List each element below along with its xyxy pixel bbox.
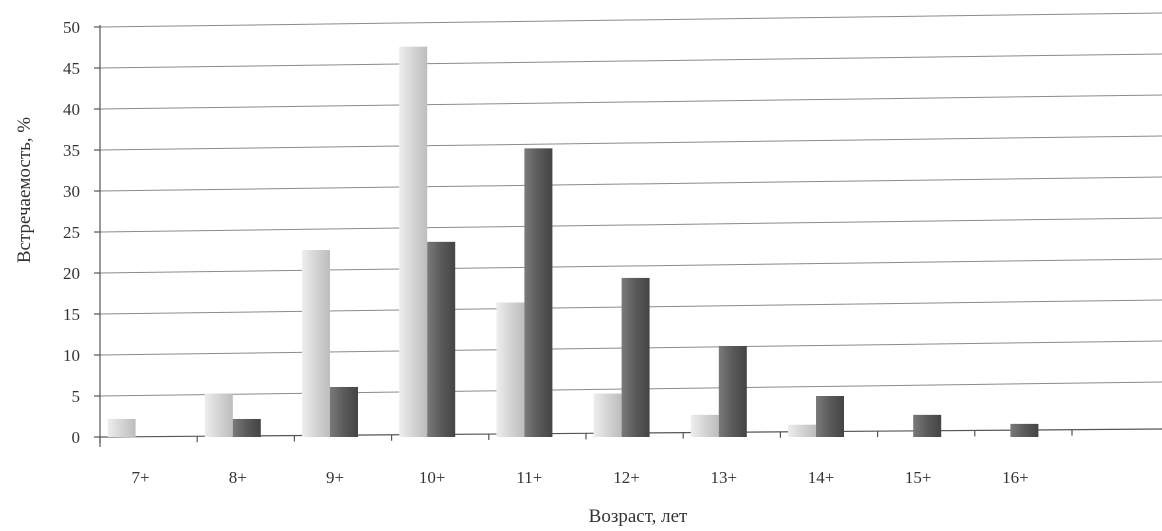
- bar-series-2-8+: [232, 418, 261, 437]
- x-tick-label: 13+: [711, 468, 738, 487]
- y-tick-label: 35: [63, 141, 80, 160]
- bar-series-2-15+: [913, 414, 942, 437]
- gridline: [99, 12, 1162, 28]
- y-tick-label: 50: [63, 18, 80, 37]
- gridline: [99, 135, 1162, 151]
- gridline: [99, 258, 1162, 274]
- bars: [107, 46, 1039, 438]
- bar-series-2-9+: [330, 386, 358, 437]
- x-tick-label: 14+: [808, 468, 835, 487]
- bar-series-1-8+: [204, 393, 233, 437]
- bar-series-1-13+: [690, 414, 719, 437]
- bar-series-1-11+: [496, 302, 525, 437]
- x-tick-label: 9+: [326, 468, 344, 487]
- gridline: [99, 53, 1162, 69]
- bar-series-2-12+: [621, 277, 650, 437]
- y-tick-label: 5: [72, 387, 81, 406]
- bar-series-2-14+: [816, 396, 844, 437]
- bar-series-1-10+: [399, 46, 428, 438]
- x-axis-title: Возраст, лет: [589, 506, 688, 527]
- y-tick-label: 20: [63, 264, 80, 283]
- y-axis-title: Встречаемость, %: [14, 117, 35, 263]
- x-tick-label: 10+: [419, 468, 446, 487]
- bar-series-1-14+: [788, 424, 816, 437]
- y-tick-label: 10: [63, 346, 80, 365]
- y-tick-label: 45: [63, 59, 80, 78]
- x-tick-label: 11+: [516, 468, 542, 487]
- bar-series-2-13+: [718, 345, 747, 437]
- y-tick-label: 0: [72, 428, 81, 447]
- bar-series-2-11+: [524, 148, 553, 438]
- y-tick-label: 15: [63, 305, 80, 324]
- gridlines: [99, 12, 1162, 397]
- bar-series-2-16+: [1010, 423, 1039, 437]
- bar-series-1-9+: [302, 250, 330, 437]
- y-tick-label: 25: [63, 223, 80, 242]
- bar-series-1-12+: [593, 393, 622, 437]
- gridline: [99, 176, 1162, 192]
- gridline: [99, 217, 1162, 233]
- y-tick-label: 30: [63, 182, 80, 201]
- x-tick-label: 16+: [1002, 468, 1029, 487]
- bar-series-2-10+: [427, 241, 456, 437]
- gridline: [99, 94, 1162, 110]
- x-tick-label: 12+: [613, 468, 640, 487]
- x-tick-label: 7+: [132, 468, 150, 487]
- y-tick-label: 40: [63, 100, 80, 119]
- x-tick-label: 15+: [905, 468, 932, 487]
- bar-series-1-7+: [107, 418, 136, 437]
- tick-labels: 0 5 10 15 20 25 30 35 40 45 50 7+ 8+ 9+ 10+ 11+ 12+ 13+ 14…: [63, 18, 1029, 487]
- x-tick-label: 8+: [229, 468, 247, 487]
